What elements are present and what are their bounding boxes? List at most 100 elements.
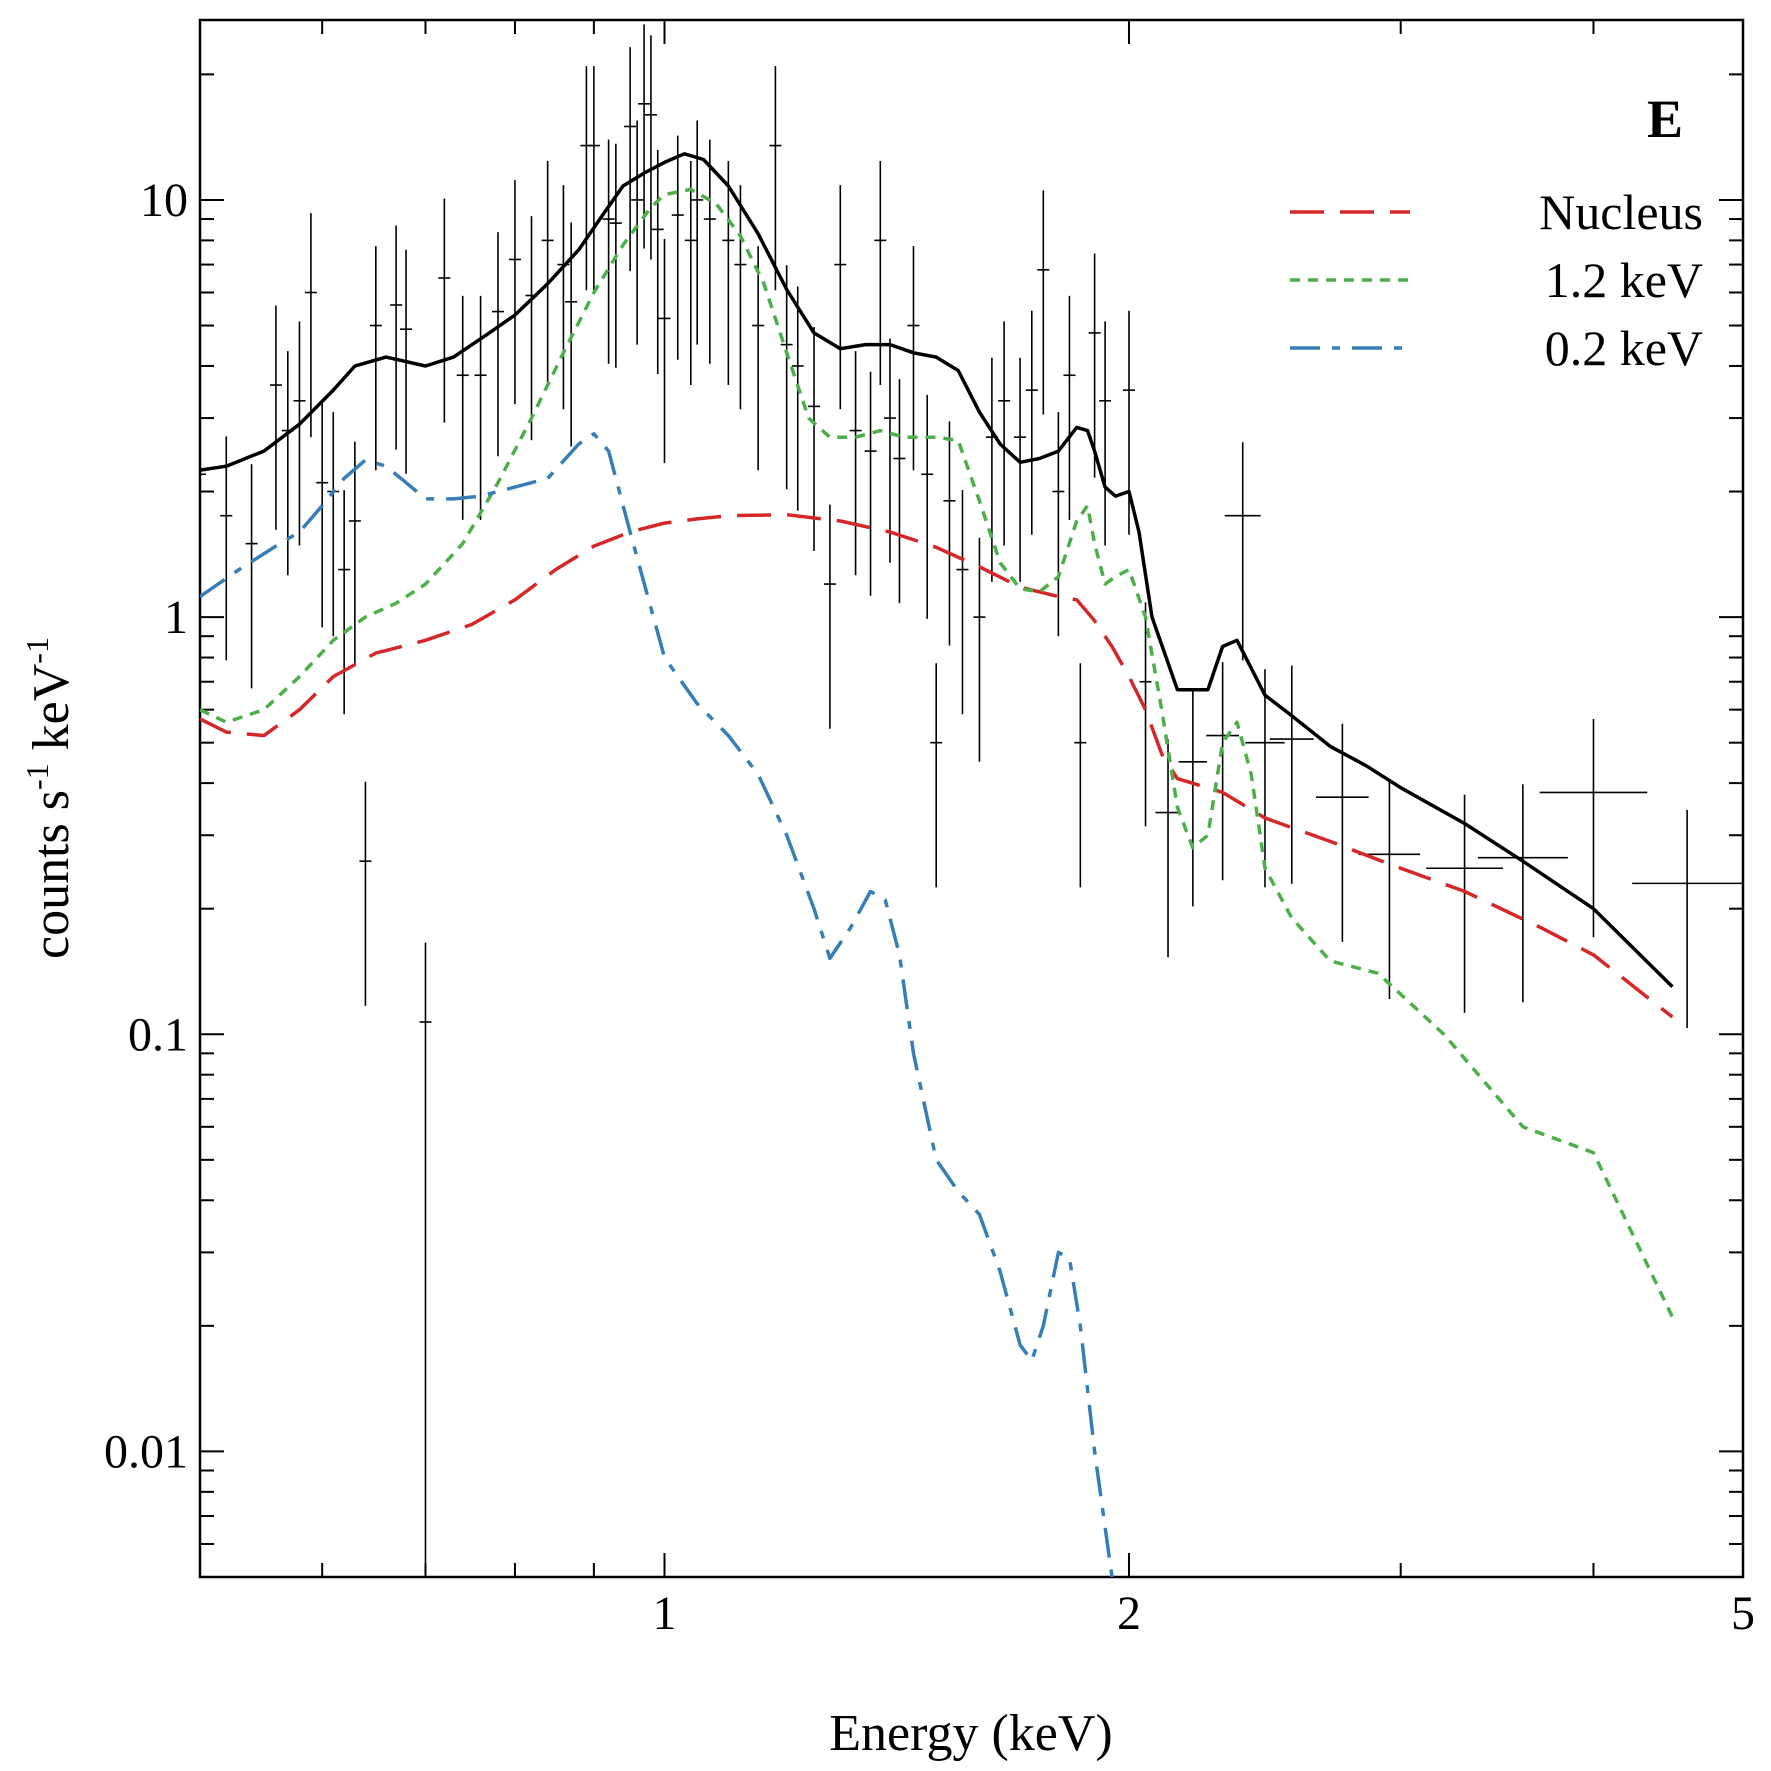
data-point: [419, 942, 432, 1577]
data-point: [281, 351, 294, 576]
data-point: [874, 160, 887, 386]
data-point: [1426, 794, 1503, 1013]
data-point: [316, 403, 329, 628]
data-point: [587, 66, 600, 291]
series-line-0-2-kev: [200, 432, 1114, 1577]
data-point: [864, 371, 877, 596]
data-points: [200, 24, 1743, 1577]
data-point: [638, 24, 651, 249]
data-point: [491, 232, 504, 457]
x-tick-label: 5: [1731, 1587, 1755, 1640]
data-point: [658, 239, 671, 464]
data-point: [671, 135, 684, 360]
y-axis-label-mid: keV: [23, 664, 80, 764]
data-point: [849, 351, 862, 576]
data-point: [998, 321, 1011, 546]
data-point: [1477, 784, 1568, 1003]
data-point: [508, 180, 521, 405]
data-point: [293, 321, 306, 546]
legend-entry: Nucleus: [1290, 184, 1703, 240]
plot-frame: [198, 18, 1745, 1579]
data-point: [338, 490, 351, 715]
data-point: [438, 198, 451, 423]
data-point: [780, 265, 793, 490]
series-line-nucleus: [200, 512, 1674, 1019]
data-point: [390, 225, 403, 450]
data-point: [752, 246, 765, 471]
data-point: [1088, 253, 1101, 478]
y-tick-label: 0.1: [128, 1008, 188, 1061]
data-point: [200, 394, 206, 619]
data-point: [631, 120, 644, 345]
data-point: [722, 160, 735, 386]
data-point: [624, 47, 637, 272]
data-point: [1269, 665, 1314, 884]
legend: Nucleus 1.2 keV 0.2 keV: [1290, 184, 1703, 376]
data-point: [921, 394, 934, 619]
data-point: [893, 379, 906, 604]
data-point: [973, 537, 986, 762]
data-point: [1037, 190, 1050, 415]
data-point: [1178, 688, 1208, 907]
data-point: [1074, 663, 1087, 888]
series-line-total-model: [200, 152, 1674, 988]
x-tick-label: 1: [652, 1587, 676, 1640]
data-point: [269, 305, 282, 530]
data-point: [1224, 442, 1261, 661]
data-point: [557, 185, 570, 410]
data-point: [1155, 739, 1181, 958]
data-point: [769, 66, 782, 291]
legend-label: Nucleus: [1539, 184, 1703, 240]
data-point: [791, 286, 804, 511]
data-point: [684, 160, 697, 386]
data-point: [907, 246, 920, 471]
data-point: [1245, 669, 1285, 888]
data-point: [834, 185, 847, 410]
data-point: [1025, 310, 1038, 535]
data-point: [808, 326, 821, 552]
y-axis-label-exp2: -1: [19, 637, 55, 664]
data-point: [525, 216, 538, 441]
y-tick-label: 10: [140, 174, 188, 227]
data-point: [703, 139, 716, 364]
data-point: [691, 120, 704, 345]
y-axis-label-main: counts s: [23, 790, 80, 959]
series-line-1-2-kev: [200, 187, 1674, 1318]
data-point: [930, 663, 943, 888]
data-point: [456, 295, 469, 520]
data-point: [1539, 718, 1648, 938]
data-point: [943, 421, 956, 646]
data-point: [883, 338, 896, 563]
data-point: [327, 412, 340, 637]
data-point: [644, 35, 657, 260]
legend-entry: 0.2 keV: [1290, 320, 1703, 376]
data-point: [1632, 809, 1743, 1029]
data-point: [1139, 602, 1152, 827]
data-point: [1358, 780, 1421, 999]
data-point: [474, 295, 487, 520]
y-axis-label-exp1: -1: [19, 763, 55, 790]
data-point: [304, 213, 317, 438]
data-point: [1099, 321, 1112, 546]
data-point: [1063, 295, 1076, 520]
data-point: [956, 490, 969, 715]
model-series: [200, 152, 1674, 1577]
x-axis-label: Energy (keV): [829, 1705, 1113, 1762]
data-point: [651, 149, 664, 375]
panel-label: E: [1647, 89, 1683, 149]
y-axis-label: counts s-1 keV-1: [19, 637, 80, 959]
data-point: [823, 504, 836, 729]
data-point: [1316, 723, 1369, 942]
axis-ticks: 1 2 5 0.01 0.1 1 10: [104, 20, 1755, 1640]
data-point: [245, 464, 258, 689]
y-tick-label: 0.01: [104, 1425, 188, 1478]
data-point: [359, 781, 372, 1006]
y-tick-label: 1: [164, 591, 188, 644]
x-tick-label: 2: [1117, 1587, 1141, 1640]
data-point: [348, 441, 361, 666]
legend-entry: 1.2 keV: [1290, 252, 1703, 308]
legend-label: 0.2 keV: [1545, 320, 1703, 376]
data-point: [541, 160, 554, 386]
legend-label: 1.2 keV: [1545, 252, 1703, 308]
